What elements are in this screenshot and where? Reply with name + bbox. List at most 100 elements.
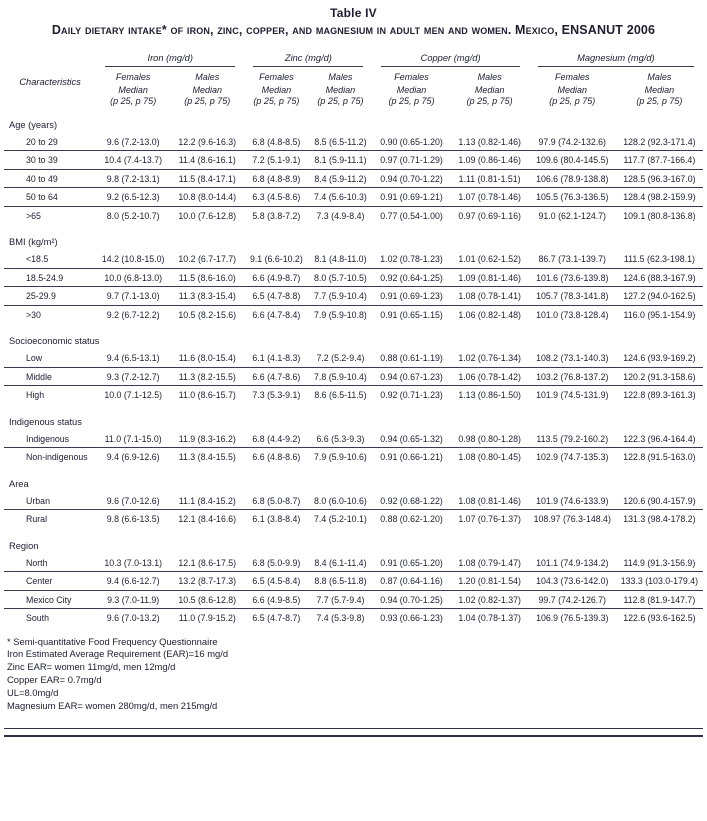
- value-cell: 7.2 (5.1-9.1): [244, 150, 309, 170]
- sex-header: Males: [647, 72, 672, 82]
- row-label: Urban: [4, 491, 97, 510]
- table-number: Table IV: [330, 6, 377, 20]
- group-label-iron: Iron (mg/d): [105, 53, 236, 67]
- group-label-zinc: Zinc (mg/d): [253, 53, 364, 67]
- value-cell: 6.8 (5.0-9.9): [244, 553, 309, 572]
- table-row: North 10.3 (7.0-13.1) 12.1 (8.6-17.5) 6.8 (…: [4, 553, 703, 572]
- value-cell: 1.08 (0.79-1.47): [450, 553, 529, 572]
- value-cell: 1.07 (0.78-1.46): [450, 187, 529, 207]
- value-cell: 11.5 (8.6-16.0): [170, 268, 245, 287]
- value-cell: 6.1 (4.1-8.3): [244, 349, 309, 368]
- value-cell: 131.3 (98.4-178.2): [623, 514, 696, 524]
- value-cell: 6.8 (4.4-9.2): [244, 429, 309, 448]
- table-row: 25-29.9 9.7 (7.1-13.0) 11.3 (8.3-15.4) 6.5 …: [4, 286, 703, 306]
- value-cell: 133.3 (103.0-179.4): [615, 571, 703, 591]
- value-cell: 109.6 (80.4-145.5): [528, 150, 616, 170]
- footnote-line: Zinc EAR= women 11mg/d, men 12mg/d: [7, 661, 176, 673]
- value-cell: 1.02 (0.82-1.37): [450, 590, 529, 609]
- value-cell: 10.0 (6.8-13.0): [96, 268, 171, 287]
- value-cell: 102.9 (74.7-135.3): [536, 452, 609, 462]
- value-cell: 6.6 (4.8-8.6): [252, 452, 301, 462]
- value-cell: 6.8 (5.0-8.7): [244, 491, 309, 510]
- table-row: >65 8.0 (5.2-10.7) 10.0 (7.6-12.8) 5.8 (3.8…: [4, 206, 703, 224]
- value-cell: 5.8 (3.8-7.2): [252, 210, 301, 221]
- value-cell: 9.4 (6.5-13.1): [96, 349, 171, 368]
- value-cell: 112.8 (81.9-147.7): [615, 590, 703, 609]
- value-cell: 128.2 (92.3-171.4): [615, 132, 703, 151]
- group-label-copper: Copper (mg/d): [381, 53, 520, 67]
- value-cell: 0.92 (0.71-1.23): [380, 390, 443, 400]
- value-cell: 1.13 (0.82-1.46): [450, 132, 529, 151]
- value-cell: 6.1 (3.8-8.4): [252, 514, 301, 524]
- value-cell: 7.9 (5.9-10.6): [314, 452, 367, 462]
- table-row: Non-indigenous 9.4 (6.9-12.6) 11.3 (8.4-15…: [4, 448, 703, 466]
- value-cell: 101.6 (73.6-139.8): [528, 268, 616, 287]
- value-cell: 1.08 (0.80-1.45): [458, 452, 521, 462]
- value-cell: 105.7 (78.3-141.8): [528, 286, 616, 306]
- value-cell: 0.92 (0.68-1.22): [372, 491, 451, 510]
- section-header-row: Socioeconomic status: [4, 323, 703, 349]
- value-cell: 1.02 (0.78-1.23): [372, 250, 451, 269]
- characteristics-header: Characteristics: [19, 77, 81, 88]
- stat-header: Median (p 25, p 75): [253, 85, 300, 107]
- table-row: >30 9.2 (6.7-12.2) 10.5 (8.2-15.6) 6.6 (4.7…: [4, 305, 703, 323]
- group-header-zinc: Zinc (mg/d): [244, 53, 372, 67]
- sex-header: Females: [394, 72, 429, 82]
- value-cell: 101.9 (74.6-133.9): [528, 491, 616, 510]
- value-cell: 1.07 (0.76-1.37): [458, 514, 521, 524]
- value-cell: 12.2 (9.6-16.3): [170, 132, 245, 151]
- value-cell: 7.3 (4.9-8.4): [316, 210, 365, 221]
- value-cell: 9.8 (7.2-13.1): [96, 169, 171, 188]
- value-cell: 97.9 (74.2-132.6): [528, 132, 616, 151]
- value-cell: 7.7 (5.9-10.4): [308, 286, 373, 306]
- value-cell: 6.6 (4.7-8.4): [252, 309, 301, 320]
- section-header-row: Indigenous status: [4, 404, 703, 430]
- value-cell: 0.94 (0.65-1.32): [372, 429, 451, 448]
- footnote-line: Magnesium EAR= women 280mg/d, men 215mg/…: [7, 700, 218, 712]
- value-cell: 9.2 (6.5-12.3): [96, 187, 171, 207]
- value-cell: 6.8 (4.8-8.5): [244, 132, 309, 151]
- row-label: 40 to 49: [4, 169, 97, 188]
- value-cell: 0.92 (0.64-1.25): [372, 268, 451, 287]
- value-cell: 9.6 (7.2-13.0): [96, 132, 171, 151]
- section-header-row: Region: [4, 528, 703, 554]
- value-cell: 8.0 (5.2-10.7): [106, 210, 160, 221]
- value-cell: 103.2 (76.8-137.2): [528, 367, 616, 386]
- table-row: 18.5-24.9 10.0 (6.8-13.0) 11.5 (8.6-16.0) 6…: [4, 268, 703, 287]
- value-cell: 0.93 (0.66-1.23): [380, 613, 443, 623]
- table-row: 30 to 39 10.4 (7.4-13.7) 11.4 (8.6-16.1) 7.…: [4, 150, 703, 170]
- value-cell: 128.4 (98.2-159.9): [615, 187, 703, 207]
- value-cell: 0.94 (0.70-1.25): [372, 590, 451, 609]
- value-cell: 117.7 (87.7-166.4): [615, 150, 703, 170]
- section-label: Socioeconomic status: [9, 336, 100, 346]
- value-cell: 91.0 (62.1-124.7): [538, 210, 607, 221]
- table-row: Mexico City 9.3 (7.0-11.9) 10.5 (8.6-12.8)…: [4, 590, 703, 609]
- value-cell: 0.91 (0.69-1.21): [372, 187, 451, 207]
- value-cell: 11.0 (7.9-15.2): [178, 613, 236, 623]
- footnote-line: Iron Estimated Average Requirement (EAR)…: [7, 648, 229, 660]
- dietary-intake-table: Characteristics Iron (mg/d) Zinc (mg/d) …: [4, 53, 703, 627]
- value-cell: 8.0 (5.7-10.5): [308, 268, 373, 287]
- section-label: Indigenous status: [9, 416, 82, 427]
- value-cell: 1.06 (0.82-1.48): [458, 309, 521, 320]
- value-cell: 11.3 (8.2-15.5): [170, 367, 245, 386]
- value-cell: 108.2 (73.1-140.3): [528, 349, 616, 368]
- section-header-row: Area: [4, 466, 703, 492]
- value-cell: 0.91 (0.65-1.15): [380, 309, 443, 320]
- value-cell: 9.7 (7.1-13.0): [96, 286, 171, 306]
- value-cell: 11.3 (8.4-15.5): [178, 452, 236, 462]
- value-cell: 124.6 (93.9-169.2): [615, 349, 703, 368]
- row-label: North: [4, 553, 97, 572]
- stat-header-row: Median (p 25, p 75) Median (p 25, p 75) Me…: [4, 83, 703, 112]
- table-header: Characteristics Iron (mg/d) Zinc (mg/d) …: [4, 53, 703, 112]
- value-cell: 122.8 (91.5-163.0): [623, 452, 696, 462]
- bottom-rule-top: [4, 728, 703, 730]
- value-cell: 104.3 (73.6-142.0): [528, 571, 616, 591]
- value-cell: 1.20 (0.81-1.54): [450, 571, 529, 591]
- value-cell: 8.4 (5.9-11.2): [308, 169, 373, 188]
- sex-header: Males: [328, 72, 353, 82]
- stat-header: Median (p 25, p 75): [549, 85, 596, 107]
- value-cell: 108.97 (76.3-148.4): [533, 514, 611, 524]
- value-cell: 8.8 (6.5-11.8): [308, 571, 373, 591]
- row-label: 30 to 39: [4, 150, 97, 170]
